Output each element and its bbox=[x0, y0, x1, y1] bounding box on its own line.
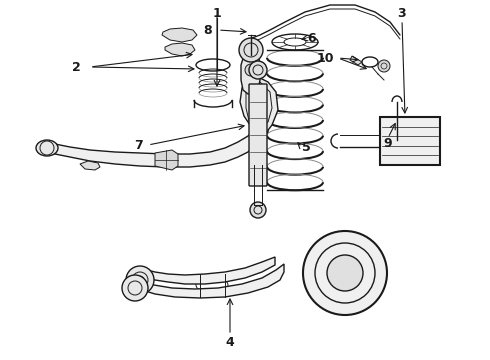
Polygon shape bbox=[165, 43, 195, 56]
Ellipse shape bbox=[36, 140, 58, 156]
Circle shape bbox=[249, 61, 267, 79]
Text: 6: 6 bbox=[308, 32, 317, 45]
FancyBboxPatch shape bbox=[380, 117, 440, 165]
Polygon shape bbox=[143, 257, 275, 284]
Circle shape bbox=[136, 276, 144, 284]
Text: 7: 7 bbox=[134, 139, 143, 152]
Text: 8: 8 bbox=[204, 23, 212, 36]
Polygon shape bbox=[240, 77, 278, 145]
Polygon shape bbox=[80, 161, 100, 170]
Text: 3: 3 bbox=[398, 6, 406, 19]
Circle shape bbox=[303, 231, 387, 315]
Text: 2: 2 bbox=[72, 60, 80, 73]
Text: 4: 4 bbox=[225, 336, 234, 348]
Polygon shape bbox=[241, 48, 260, 94]
Text: 9: 9 bbox=[384, 136, 392, 149]
Polygon shape bbox=[50, 118, 268, 167]
Polygon shape bbox=[162, 28, 197, 42]
Text: 5: 5 bbox=[302, 140, 310, 153]
Circle shape bbox=[122, 275, 148, 301]
Circle shape bbox=[378, 60, 390, 72]
Circle shape bbox=[239, 38, 263, 62]
Polygon shape bbox=[350, 56, 362, 65]
Text: 10: 10 bbox=[316, 51, 334, 64]
Circle shape bbox=[175, 29, 185, 39]
Circle shape bbox=[250, 202, 266, 218]
Polygon shape bbox=[155, 150, 178, 170]
Circle shape bbox=[175, 44, 185, 54]
FancyBboxPatch shape bbox=[249, 84, 267, 186]
Polygon shape bbox=[139, 264, 284, 298]
Text: 1: 1 bbox=[213, 6, 221, 19]
Circle shape bbox=[126, 266, 154, 294]
Circle shape bbox=[327, 255, 363, 291]
Circle shape bbox=[245, 64, 257, 76]
